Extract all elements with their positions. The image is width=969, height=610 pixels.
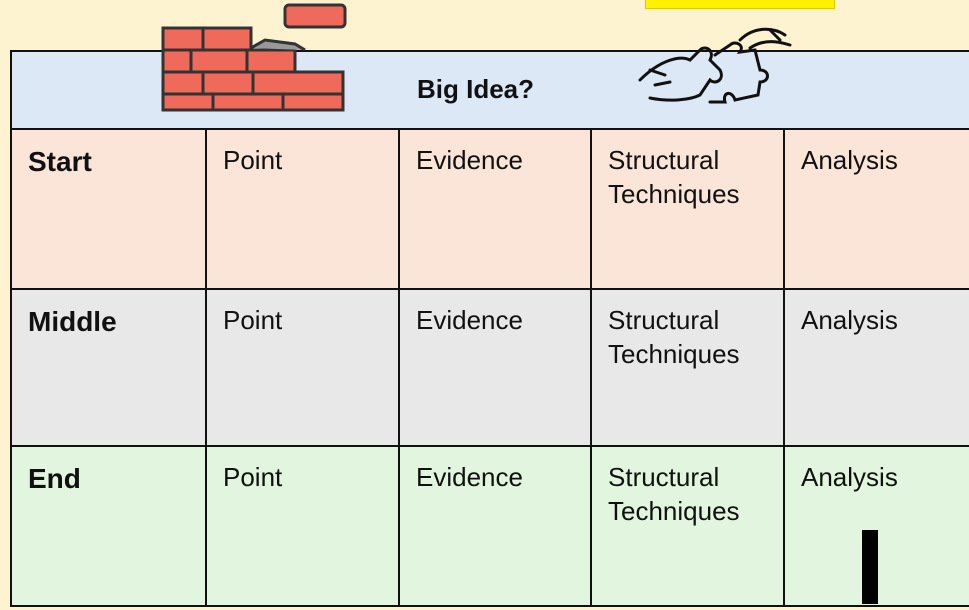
table-cell: Point xyxy=(205,290,398,447)
table-cell: Analysis xyxy=(783,290,969,447)
table-cell: Analysis xyxy=(783,130,969,290)
bricks-icon xyxy=(161,3,347,112)
table-cell: Point xyxy=(205,447,398,607)
table-cell: Evidence xyxy=(398,130,590,290)
table-cell: Structural Techniques xyxy=(590,130,783,290)
table-cell: Evidence xyxy=(398,447,590,607)
table-cell: Structural Techniques xyxy=(590,447,783,607)
table-cell: Evidence xyxy=(398,290,590,447)
puzzle-icon xyxy=(638,27,792,104)
highlight xyxy=(645,0,835,9)
row-label: Middle xyxy=(10,290,205,447)
row-label: Start xyxy=(10,130,205,290)
cursor-bar xyxy=(862,530,878,604)
header-row: Big Idea? xyxy=(10,50,969,130)
header-title: Big Idea? xyxy=(417,74,535,104)
row-label: End xyxy=(10,447,205,607)
table: Big Idea? Start Point Evidence Structural T… xyxy=(10,50,969,610)
table-cell: Point xyxy=(205,130,398,290)
table-cell: Structural Techniques xyxy=(590,290,783,447)
